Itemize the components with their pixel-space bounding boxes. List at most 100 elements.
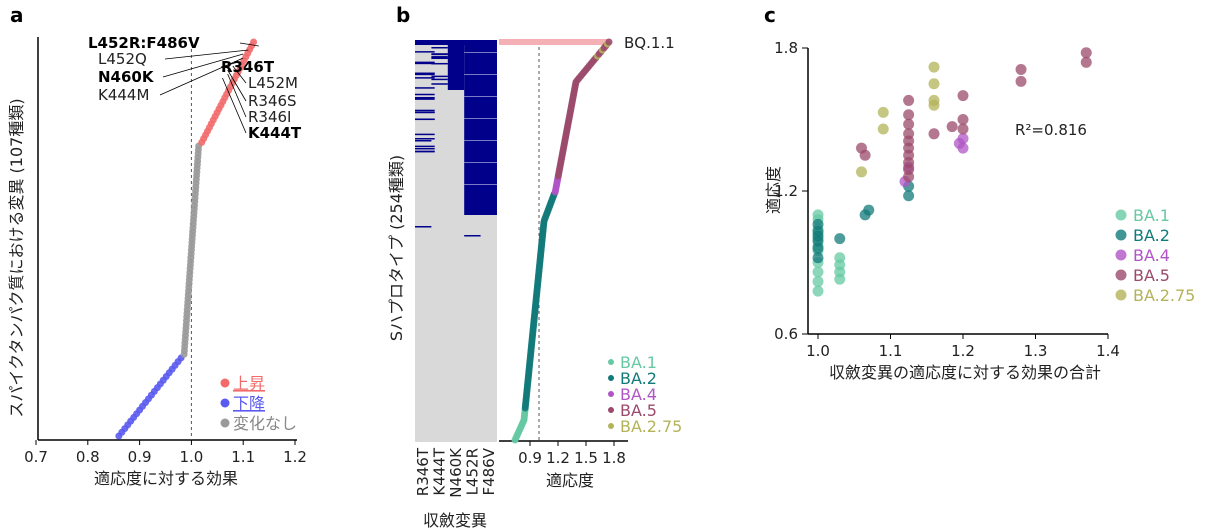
panel-b-heatmap-cell <box>415 51 435 53</box>
panel-b-heatmap-cell <box>431 83 448 85</box>
panel-b-legend-marker <box>608 359 614 365</box>
panel-b-xtick-label: 1.5 <box>574 449 598 467</box>
panel-c-legend-marker <box>1115 289 1127 301</box>
panel-letter-a: a <box>10 3 24 27</box>
panel-c-xlabel: 収斂変異の適応度に対する効果の合計 <box>829 363 1101 382</box>
panel-a-leader-line <box>222 77 247 134</box>
panel-a-mutation-label: L452Q <box>98 50 147 68</box>
panel-c-point <box>928 94 940 106</box>
panel-a-leader-line <box>164 49 249 60</box>
panel-b-heatmap-gap <box>464 74 497 75</box>
panel-c-point <box>903 94 915 106</box>
panel-c-legend-label: BA.5 <box>1133 266 1170 285</box>
panel-a-leader-line <box>227 73 247 118</box>
panel-a-mutation-label: R346T <box>221 58 275 76</box>
panel-c-legend-marker <box>1115 229 1127 241</box>
panel-c: c 適応度 1.0 1.1 1.2 1.3 1.4 0.6 1.2 1.8 収斂変異の適応度に… <box>764 3 1195 382</box>
panel-a-label-leaders <box>159 42 259 134</box>
panel-b-top-label: BQ.1.1 <box>624 34 675 52</box>
panel-b-ylabel: Sハプロタイプ (254種類) <box>387 155 406 341</box>
panel-b-column-label: N460K <box>447 447 465 498</box>
panel-b-heatmap-cell <box>431 62 448 65</box>
panel-c-point <box>957 90 969 102</box>
panel-c-point <box>812 285 824 297</box>
panel-a-points <box>115 38 258 440</box>
panel-c-point <box>957 114 969 125</box>
panel-b-legend: BA.1BA.2BA.4BA.5BA.2.75 <box>608 353 682 436</box>
panel-a-leader-line <box>239 42 259 47</box>
panel-b-legend-label: BA.5 <box>620 401 657 420</box>
panel-b-heatmap-gap <box>464 162 497 163</box>
panel-b-heatmap-cell <box>431 78 448 81</box>
panel-b-heatmap-cell <box>415 138 435 140</box>
panel-c-point <box>928 61 940 73</box>
panel-b-heatmap-cell <box>415 87 435 89</box>
panel-a-ylabel: スパイクタンパク質における変異 (107種類) <box>7 98 26 417</box>
panel-b-xtick-label: 1.8 <box>602 449 626 467</box>
panel-b-bq-highlight-bar <box>499 39 609 45</box>
panel-b-legend-marker <box>608 375 614 381</box>
panel-a-xtick-label: 0.9 <box>128 448 152 466</box>
panel-c-point <box>957 123 969 135</box>
panel-c-point <box>856 166 867 178</box>
panel-c-point <box>928 78 940 90</box>
panel-c-legend-label: BA.2 <box>1133 226 1170 245</box>
panel-c-point <box>1015 63 1027 75</box>
panel-b-heatmap-cell <box>415 61 435 64</box>
panel-a-mutation-label: N460K <box>98 68 155 86</box>
panel-b-heatmap-cell <box>415 145 435 148</box>
panel-c-ytick-label: 1.2 <box>774 182 798 200</box>
panel-a-xtick-label: 0.8 <box>76 448 100 466</box>
panel-b-legend-marker <box>608 391 614 397</box>
panel-a-xtick-label: 1.2 <box>283 448 307 466</box>
panel-c-legend-marker <box>1115 269 1127 281</box>
panel-b-heatmap-gap <box>464 184 497 185</box>
panel-c-points <box>812 47 1092 297</box>
panel-c-point <box>1080 56 1092 68</box>
panel-b-heatmap-cell <box>431 75 448 78</box>
panel-c-point <box>812 276 824 288</box>
panel-b-xtick-label: 0.9 <box>518 449 542 467</box>
panel-b-heatmap-cell <box>415 72 435 75</box>
panel-b-legend-label: BA.4 <box>620 385 657 404</box>
panel-a-leader-line <box>220 61 239 68</box>
panel-a-xtick-label: 0.7 <box>24 448 48 466</box>
panel-b-xtick-label: 1.2 <box>546 449 570 467</box>
panel-b-heatmap-cell <box>415 98 435 100</box>
panel-b-heatmap-cell <box>464 235 481 237</box>
panel-b-heatmap-cell <box>431 46 448 49</box>
panel-b-heatmap-cell <box>431 57 448 59</box>
panel-c-xtick-label: 1.2 <box>951 342 975 360</box>
panel-a-mutation-label: R346S <box>248 92 297 110</box>
panel-c-point <box>877 123 889 135</box>
panel-b-legend-label: BA.1 <box>620 353 657 372</box>
panel-a-legend-label: 変化なし <box>233 414 297 433</box>
panel-c-point <box>903 118 915 130</box>
panel-b-column-label: R346T <box>414 447 432 496</box>
panel-c-xtick-label: 1.4 <box>1096 342 1120 360</box>
panel-c-point <box>812 266 824 278</box>
panel-c-ticks: 1.0 1.1 1.2 1.3 1.4 0.6 1.2 1.8 <box>774 39 1120 360</box>
panel-a-leader-line <box>162 53 244 78</box>
panel-c-legend-label: BA.2.75 <box>1133 286 1195 305</box>
panel-b-heatmap-cell <box>415 96 435 99</box>
panel-a-mutation-labels: L452R:F486VL452QN460KK444MR346TL452MR346… <box>88 34 302 142</box>
panel-a-point <box>250 38 258 46</box>
panel-b-points <box>511 38 613 444</box>
panel-a-leader-line <box>227 69 247 102</box>
panel-b-heatmap-gap <box>464 52 497 53</box>
panel-b-heatmap-cell <box>415 147 435 150</box>
panel-b-legend-label: BA.2.75 <box>620 417 682 436</box>
panel-b-heatmap-cell <box>464 40 497 215</box>
panel-a-mutation-label: L452M <box>248 74 298 92</box>
panel-a-mutation-label: K444T <box>248 124 302 142</box>
panel-c-ytick-label: 0.6 <box>774 325 798 343</box>
panel-a-legend-label: 上昇 <box>233 374 265 393</box>
panel-b-heatmap-xlabel: 収斂変異 <box>423 511 487 530</box>
panel-c-point <box>903 128 915 140</box>
panel-c-point <box>877 106 889 118</box>
panel-b-heatmap-gap <box>464 96 497 97</box>
panel-a-xtick-label: 1.1 <box>231 448 255 466</box>
panel-b-legend-marker <box>608 423 614 429</box>
